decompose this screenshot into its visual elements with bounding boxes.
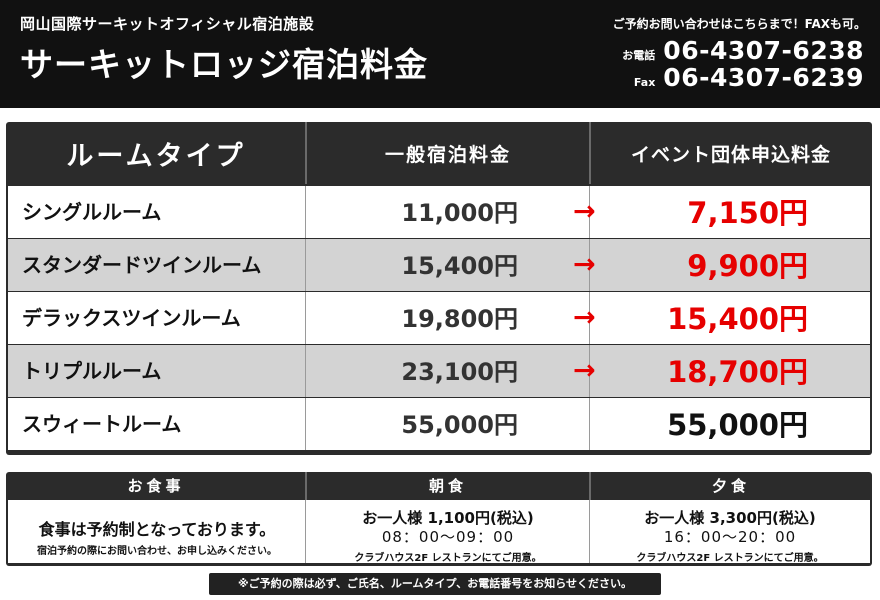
cell-divider	[305, 186, 306, 238]
meal-info-cell: 食事は予約制となっております。 宿泊予約の際にお問い合わせ、お申し込みください。	[8, 500, 306, 563]
col-header-meals: お食事	[127, 477, 185, 495]
header-subtitle: 岡山国際サーキットオフィシャル宿泊施設	[20, 15, 315, 33]
col-header-room-type: ルームタイプ	[66, 140, 246, 172]
footer-note: ※ご予約の際は必ず、ご氏名、ルームタイプ、お電話番号をお知らせください。	[209, 573, 661, 595]
dinner-cell: お一人様 3,300円(税込) 16：00〜20：00 クラブハウス2F レスト…	[590, 500, 870, 564]
price-table: ルームタイプ 一般宿泊料金 イベント団体申込料金 シングルルーム 11,000円…	[6, 122, 872, 455]
col-header-dinner: 夕食	[711, 477, 750, 495]
column-divider	[589, 122, 591, 184]
cell-divider	[589, 186, 590, 238]
regular-price: 23,100円	[401, 358, 518, 386]
dinner-price: お一人様 3,300円(税込)	[644, 509, 816, 527]
cell-divider	[305, 345, 306, 397]
event-price: 9,900円	[687, 249, 808, 283]
column-divider	[305, 122, 307, 184]
dinner-place: クラブハウス2F レストランにてご用意。	[636, 553, 824, 564]
breakfast-time: 08：00〜09：00	[381, 528, 515, 546]
header-banner: 岡山国際サーキットオフィシャル宿泊施設 サーキットロッジ宿泊料金 ご予約お問い合…	[0, 0, 880, 108]
dinner-time: 16：00〜20：00	[663, 528, 797, 546]
arrow-right-icon: →	[573, 249, 596, 280]
arrow-right-icon: →	[573, 302, 596, 333]
cell-divider	[305, 398, 306, 450]
fax-contact: Fax 06-4307-6239	[634, 63, 864, 92]
table-row: デラックスツインルーム 19,800円 → 15,400円	[8, 292, 870, 344]
meal-info-sub: 宿泊予約の際にお問い合わせ、お申し込みください。	[37, 546, 277, 557]
meal-table: お食事 朝食 夕食 食事は予約制となっております。 宿泊予約の際にお問い合わせ、…	[6, 472, 872, 566]
phone-contact: お電話 06-4307-6238	[622, 36, 864, 65]
regular-price: 55,000円	[401, 411, 518, 439]
cell-divider	[589, 500, 590, 563]
breakfast-price: お一人様 1,100円(税込)	[362, 509, 534, 527]
table-row: シングルルーム 11,000円 → 7,150円	[8, 186, 870, 238]
room-name: スウィートルーム	[22, 412, 182, 436]
table-row: トリプルルーム 23,100円 → 18,700円	[8, 345, 870, 397]
meal-info-main: 食事は予約制となっております。	[38, 520, 276, 539]
event-price: 7,150円	[687, 196, 808, 230]
arrow-right-icon: →	[573, 355, 596, 386]
table-row: スウィートルーム 55,000円 55,000円	[8, 398, 870, 450]
cell-divider	[305, 239, 306, 291]
cell-divider	[589, 398, 590, 450]
event-price: 15,400円	[667, 302, 808, 336]
event-price: 55,000円	[667, 408, 808, 442]
regular-price: 15,400円	[401, 252, 518, 280]
room-name: シングルルーム	[22, 200, 162, 224]
col-header-event-rate: イベント団体申込料金	[630, 143, 831, 166]
regular-price: 11,000円	[401, 199, 518, 227]
phone-label: お電話	[622, 49, 656, 62]
cell-divider	[589, 345, 590, 397]
event-price: 18,700円	[667, 355, 808, 389]
room-name: スタンダードツインルーム	[22, 253, 262, 277]
page-title: サーキットロッジ宿泊料金	[20, 45, 428, 84]
room-name: トリプルルーム	[22, 359, 162, 383]
col-header-breakfast: 朝食	[428, 477, 467, 495]
cell-divider	[305, 500, 306, 563]
cell-divider	[305, 292, 306, 344]
column-divider	[305, 472, 307, 500]
fax-number[interactable]: 06-4307-6239	[663, 63, 864, 92]
breakfast-place: クラブハウス2F レストランにてご用意。	[354, 553, 542, 564]
breakfast-cell: お一人様 1,100円(税込) 08：00〜09：00 クラブハウス2F レスト…	[306, 500, 590, 564]
phone-number[interactable]: 06-4307-6238	[663, 36, 864, 65]
arrow-right-icon: →	[573, 196, 596, 227]
contact-note: ご予約お問い合わせはこちらまで！FAXも可。	[612, 17, 866, 31]
column-divider	[589, 472, 591, 500]
fax-label: Fax	[633, 76, 656, 89]
meal-row: 食事は予約制となっております。 宿泊予約の際にお問い合わせ、お申し込みください。…	[8, 500, 870, 564]
cell-divider	[589, 239, 590, 291]
col-header-regular-rate: 一般宿泊料金	[384, 143, 511, 166]
table-row: スタンダードツインルーム 15,400円 → 9,900円	[8, 239, 870, 291]
cell-divider	[589, 292, 590, 344]
room-name: デラックスツインルーム	[22, 306, 241, 330]
regular-price: 19,800円	[401, 305, 518, 333]
